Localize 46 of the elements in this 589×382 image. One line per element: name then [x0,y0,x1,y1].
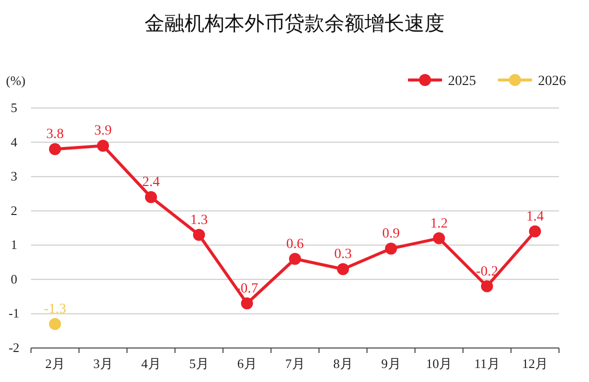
y-tick-label: 0 [10,271,18,286]
y-tick-label: 5 [10,100,18,115]
data-label: -1.3 [44,302,66,317]
x-tick-label: 3月 [93,356,113,371]
point [97,140,109,152]
data-label: 0.3 [334,247,352,262]
data-label: 3.8 [46,127,64,142]
point [385,242,397,255]
data-label: 2.4 [142,175,160,190]
point [241,297,253,310]
x-tick-label: 2月 [45,356,65,371]
point [193,228,205,241]
x-tick-label: 9月 [381,356,401,371]
x-tick-label: 11月 [474,356,500,371]
data-label: -0.7 [236,281,258,296]
y-tick-label: 3 [10,168,18,184]
point [337,263,349,276]
point [49,318,61,330]
y-tick-label: 4 [10,134,18,150]
data-label: 0.6 [286,236,304,252]
x-tick-label: 6月 [237,356,257,371]
point [529,225,541,238]
y-tick-label: -2 [8,340,20,355]
x-tick-label: 8月 [333,356,353,371]
x-tick-label: 12月 [522,356,548,371]
y-axis-title: (%) [6,73,26,88]
chart-title: 金融机构本外币贷款余额增长速度 [144,11,444,35]
legend-label: 2025 [448,74,476,89]
data-label: 0.9 [382,226,400,242]
point [145,191,157,204]
data-label: 1.3 [190,212,208,228]
data-label: 3.9 [94,124,112,139]
point [481,280,493,292]
data-label: 1.4 [526,209,544,224]
x-tick-label: 4月 [141,356,161,371]
x-tick-label: 10月 [426,356,452,371]
x-tick-label: 5月 [189,356,209,371]
y-tick-label: -1 [8,306,20,321]
y-tick-label: 2 [10,202,18,218]
data-label: 1.2 [430,216,448,232]
point [289,252,301,265]
point [433,232,445,244]
point [49,143,61,156]
y-tick-label: 1 [10,237,18,252]
x-tick-label: 7月 [285,356,305,371]
legend-label: 2026 [538,74,566,89]
